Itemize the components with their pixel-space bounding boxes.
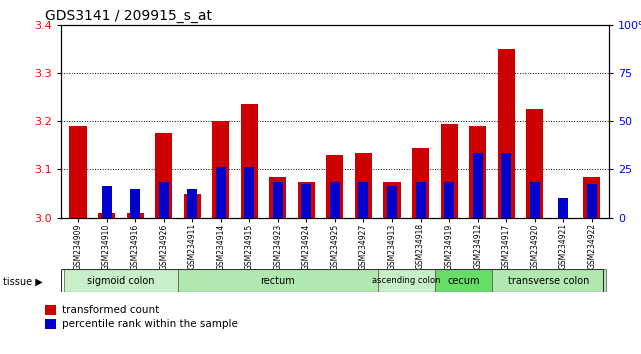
Text: sigmoid colon: sigmoid colon — [87, 275, 154, 286]
Bar — [183, 194, 201, 218]
Text: GDS3141 / 209915_s_at: GDS3141 / 209915_s_at — [45, 9, 212, 23]
Bar — [378, 269, 435, 292]
Bar — [63, 269, 178, 292]
Bar — [330, 182, 340, 218]
Bar — [501, 153, 511, 218]
Text: ascending colon: ascending colon — [372, 276, 440, 285]
Bar — [273, 182, 283, 218]
Bar — [435, 269, 492, 292]
Bar — [387, 186, 397, 218]
Bar — [355, 153, 372, 218]
Bar — [583, 177, 601, 218]
Bar — [244, 167, 254, 218]
Bar — [126, 213, 144, 218]
Bar — [69, 126, 87, 218]
Bar — [492, 269, 606, 292]
Bar — [155, 133, 172, 218]
Bar — [444, 182, 454, 218]
Bar — [383, 182, 401, 218]
Bar — [529, 182, 540, 218]
Bar — [326, 155, 344, 218]
Text: percentile rank within the sample: percentile rank within the sample — [62, 319, 237, 329]
Bar — [301, 184, 312, 218]
Bar — [241, 104, 258, 218]
Bar — [472, 153, 483, 218]
Bar — [101, 186, 112, 218]
Text: rectum: rectum — [260, 275, 296, 286]
Bar — [526, 109, 544, 218]
Bar — [98, 213, 115, 218]
Bar — [358, 182, 369, 218]
Bar — [440, 124, 458, 218]
Bar — [187, 189, 197, 218]
Bar — [587, 184, 597, 218]
Text: transverse colon: transverse colon — [508, 275, 590, 286]
Bar — [130, 189, 140, 218]
Bar — [415, 182, 426, 218]
Text: tissue ▶: tissue ▶ — [3, 276, 43, 286]
Bar — [412, 148, 429, 218]
Bar — [212, 121, 229, 218]
Text: transformed count: transformed count — [62, 305, 159, 315]
Bar — [298, 182, 315, 218]
Bar — [159, 182, 169, 218]
Text: cecum: cecum — [447, 275, 479, 286]
Bar — [497, 49, 515, 218]
Bar — [469, 126, 487, 218]
Bar — [178, 269, 378, 292]
Bar — [558, 198, 569, 218]
Bar — [216, 167, 226, 218]
Bar — [269, 177, 287, 218]
